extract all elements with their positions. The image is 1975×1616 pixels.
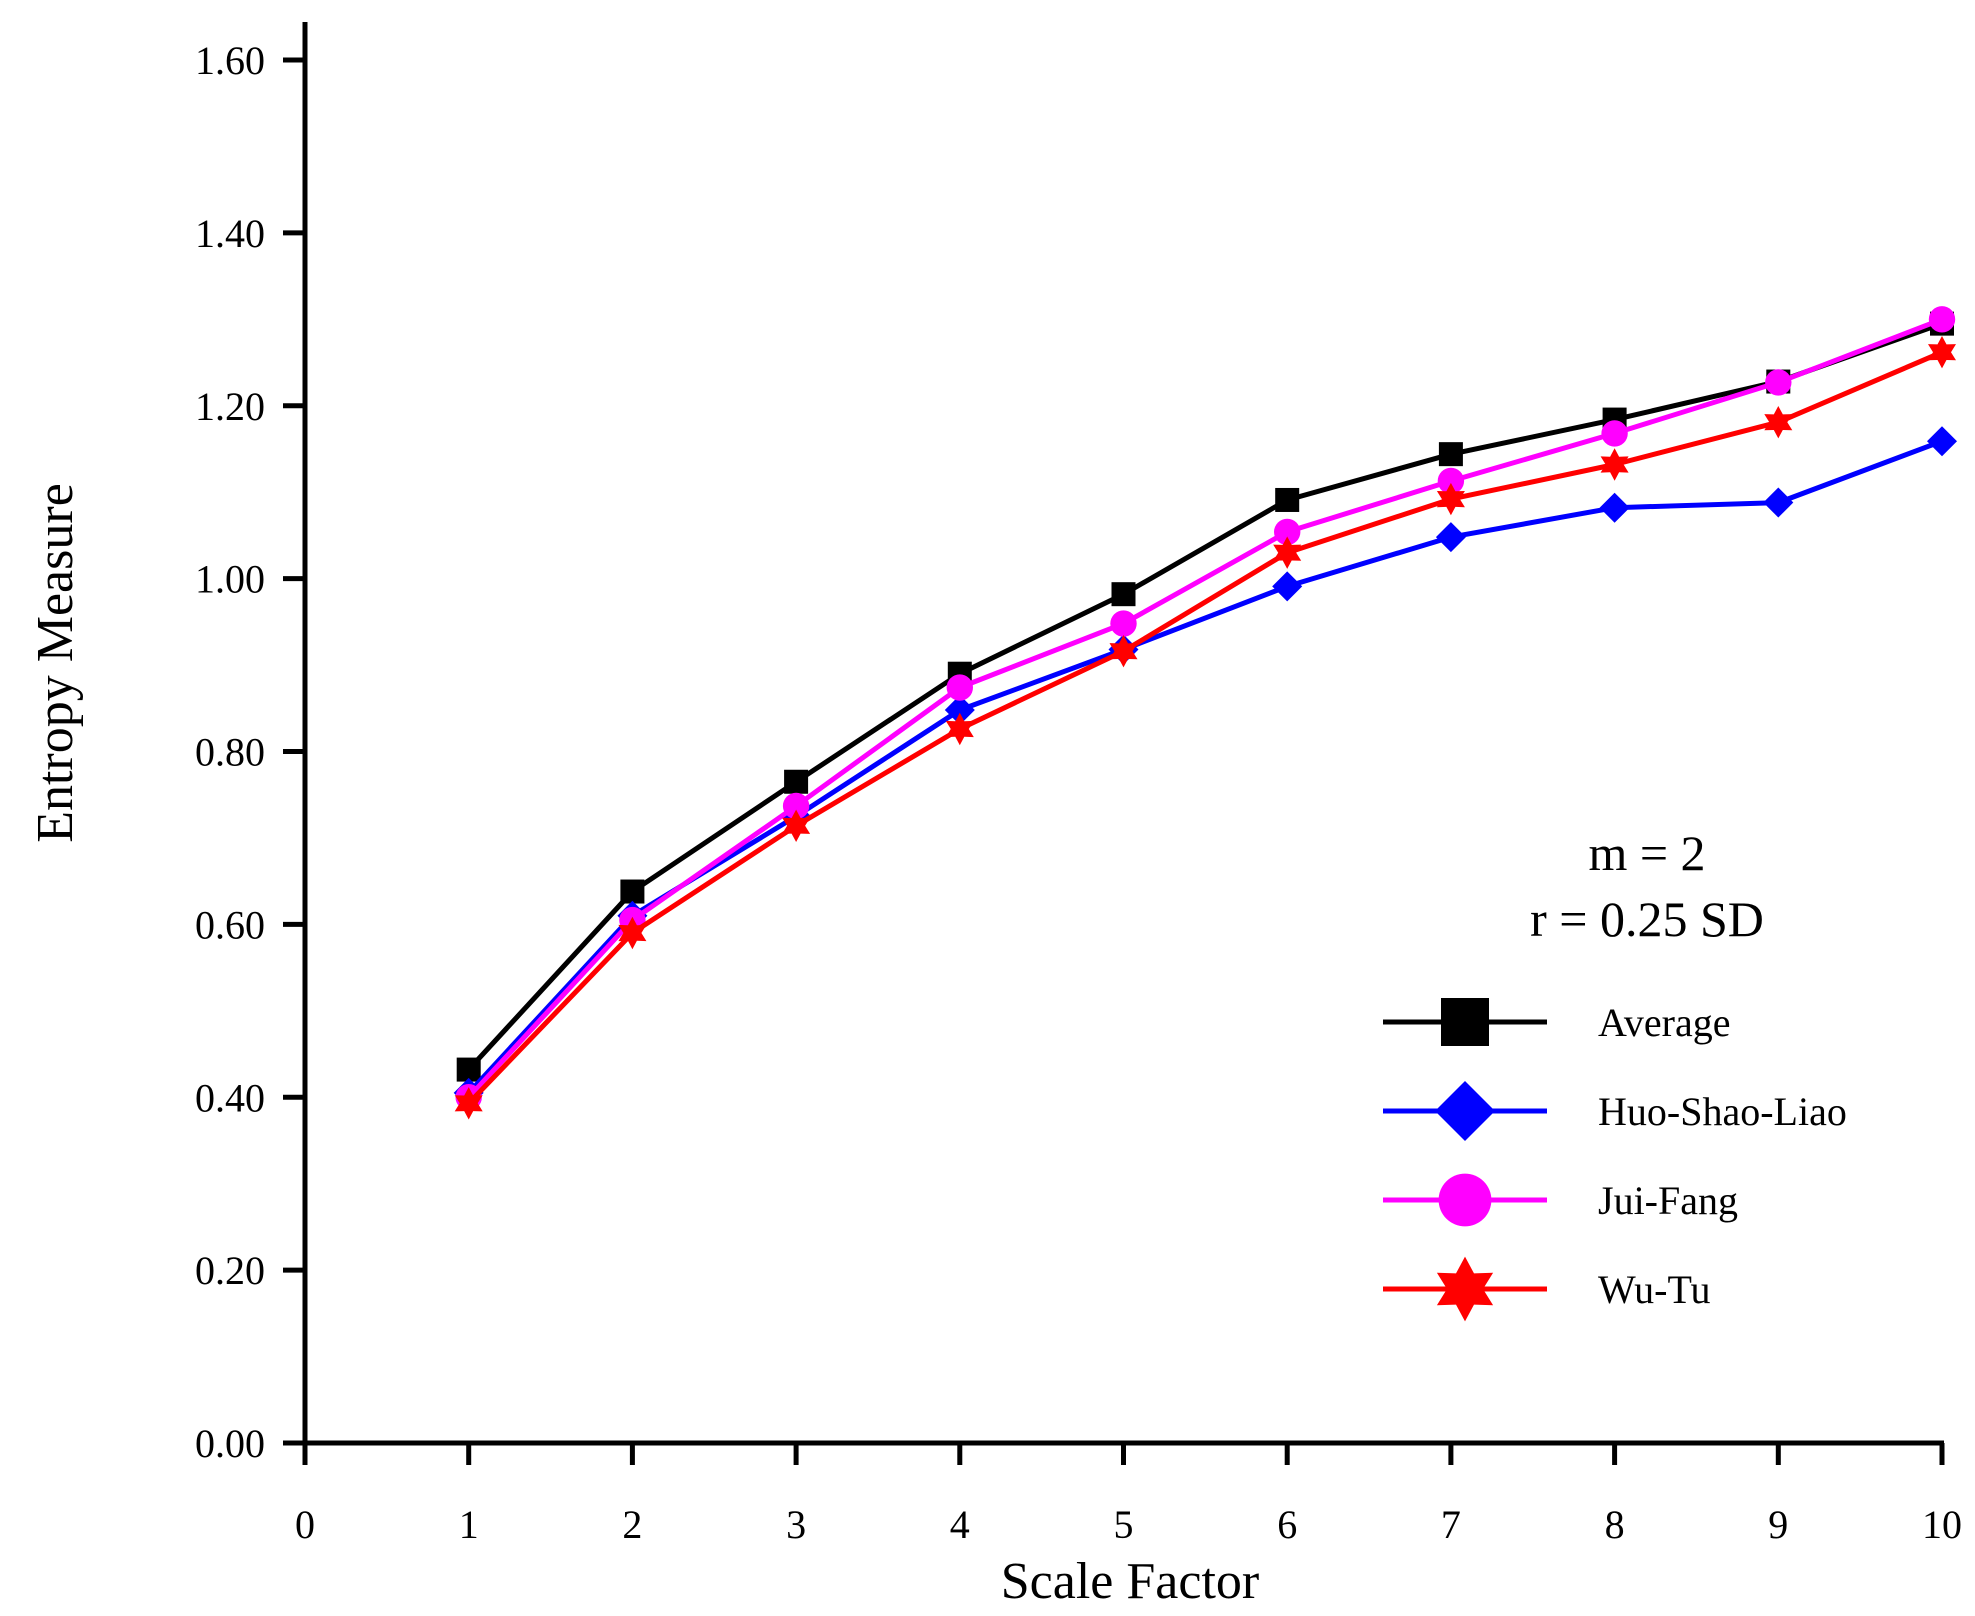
- y-tick-label: 0.60: [195, 902, 265, 947]
- data-point: [1272, 571, 1303, 602]
- data-point: [945, 712, 974, 746]
- data-point: [784, 769, 809, 794]
- y-tick-label: 1.60: [195, 38, 265, 83]
- data-point: [1435, 522, 1466, 553]
- series-line: [466, 349, 1943, 1106]
- legend-marker: [1435, 1081, 1495, 1141]
- axes: 0.00 0.20 0.40 0.60 0.80 1.00 1.20 1.40 1.60 0 1 2 3…: [195, 22, 1962, 1547]
- series-huo-shao-liao: [453, 426, 1957, 1108]
- data-point: [944, 695, 975, 726]
- annotation-m: m = 2: [1588, 825, 1705, 881]
- legend: Average Huo-Shao-Liao Jui-Fang Wu-Tu: [1383, 998, 1847, 1322]
- x-tick-label: 6: [1277, 1502, 1297, 1547]
- x-tick-label: 8: [1605, 1502, 1625, 1547]
- x-tick-label: 5: [1114, 1502, 1134, 1547]
- x-tick-label: 0: [295, 1502, 315, 1547]
- data-point: [1927, 426, 1957, 457]
- legend-marker: [1438, 1173, 1492, 1227]
- y-tick-label: 1.40: [195, 211, 265, 256]
- plot-area: [453, 306, 1957, 1120]
- x-tick-label: 1: [459, 1502, 479, 1547]
- y-tick-label: 1.00: [195, 557, 265, 602]
- data-point: [456, 1057, 481, 1082]
- x-tick-label: 4: [950, 1502, 970, 1547]
- data-point: [1110, 610, 1137, 637]
- y-tick-label: 0.40: [195, 1075, 265, 1120]
- data-point: [1438, 442, 1463, 467]
- y-tick-label: 0.20: [195, 1248, 265, 1293]
- series-average: [456, 311, 1954, 1082]
- annotation-r: r = 0.25 SD: [1530, 891, 1764, 947]
- series-line: [466, 321, 1943, 1072]
- data-point: [782, 809, 811, 842]
- data-point: [1601, 420, 1628, 447]
- y-tick-label: 1.20: [195, 384, 265, 429]
- data-point: [1765, 369, 1792, 396]
- legend-item-average: Average: [1383, 998, 1731, 1046]
- data-point: [1109, 635, 1138, 668]
- x-tick-label: 9: [1768, 1502, 1788, 1547]
- legend-marker: [1436, 1256, 1494, 1322]
- data-point: [1275, 487, 1300, 512]
- x-tick-label: 3: [786, 1502, 806, 1547]
- y-axis-title: Entropy Measure: [27, 483, 84, 843]
- data-point: [1600, 448, 1629, 481]
- data-point: [1437, 467, 1465, 495]
- series-wu-tu: [454, 336, 1956, 1120]
- data-point: [1928, 336, 1956, 369]
- data-point: [1764, 406, 1793, 439]
- legend-label: Jui-Fang: [1598, 1178, 1738, 1223]
- data-point: [1111, 582, 1136, 607]
- data-point: [454, 1087, 483, 1120]
- y-tick-label: 0.80: [195, 730, 265, 775]
- data-point: [1599, 492, 1630, 523]
- legend-marker: [1441, 998, 1489, 1046]
- data-point: [1928, 306, 1956, 333]
- data-point: [618, 916, 647, 950]
- data-point: [1273, 536, 1302, 569]
- x-tick-label: 2: [622, 1502, 642, 1547]
- series-line: [466, 438, 1943, 1095]
- legend-item-jui-fang: Jui-Fang: [1383, 1173, 1738, 1227]
- x-axis-title: Scale Factor: [1001, 1553, 1259, 1610]
- data-point: [946, 674, 973, 701]
- data-point: [1436, 482, 1465, 516]
- data-point: [1763, 487, 1794, 518]
- data-point: [620, 879, 645, 904]
- x-tick-label: 10: [1922, 1502, 1962, 1547]
- legend-label: Average: [1598, 1000, 1731, 1045]
- legend-label: Huo-Shao-Liao: [1598, 1089, 1847, 1134]
- legend-item-wu-tu: Wu-Tu: [1383, 1256, 1711, 1322]
- legend-item-huo-shao-liao: Huo-Shao-Liao: [1383, 1081, 1847, 1141]
- data-point: [782, 792, 810, 820]
- legend-label: Wu-Tu: [1598, 1267, 1711, 1312]
- x-tick-label: 7: [1441, 1502, 1461, 1547]
- y-tick-label: 0.00: [195, 1421, 265, 1466]
- series-jui-fang: [455, 306, 1956, 1111]
- series-line: [466, 316, 1943, 1099]
- data-point: [1274, 518, 1301, 546]
